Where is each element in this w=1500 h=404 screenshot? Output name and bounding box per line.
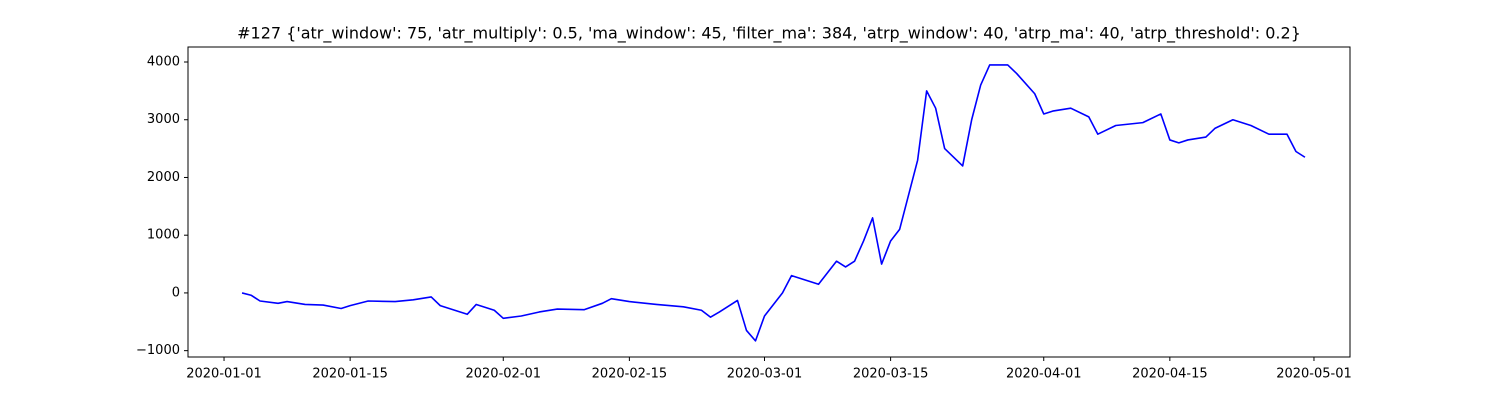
y-tick-label: 1000 [147,228,180,243]
x-tick-label: 2020-01-01 [186,367,262,382]
plot-frame [187,46,1351,358]
x-tick-label: 2020-03-01 [727,367,803,382]
x-tick-label: 2020-02-15 [592,367,668,382]
x-tick-label: 2020-04-01 [1006,367,1082,382]
x-tick-label: 2020-04-15 [1132,367,1208,382]
y-tick-label: 2000 [147,170,180,185]
y-tick-label: 0 [172,285,180,300]
y-tick-label: 4000 [147,55,180,70]
x-tick-label: 2020-03-15 [853,367,929,382]
x-tick-label: 2020-05-01 [1276,367,1352,382]
y-tick-label: 3000 [147,112,180,127]
x-tick-label: 2020-01-15 [312,367,388,382]
chart-title: #127 {'atr_window': 75, 'atr_multiply': … [237,24,1301,44]
data-line [241,64,1306,342]
y-tick-label: −1000 [136,343,180,358]
x-tick-label: 2020-02-01 [465,367,541,382]
